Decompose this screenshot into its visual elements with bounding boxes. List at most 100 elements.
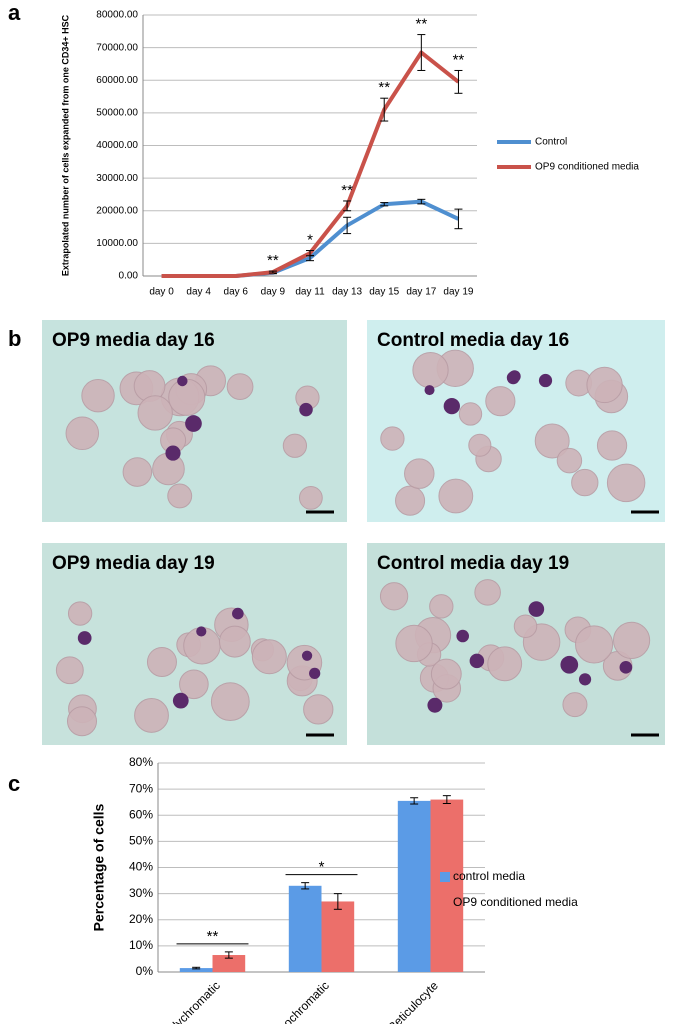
image-title: OP9 media day 19 (52, 553, 215, 574)
significance-label: * (307, 232, 313, 249)
cell (134, 698, 169, 733)
cell (395, 624, 433, 663)
cell (485, 386, 516, 417)
image-title: Control media day 16 (377, 330, 569, 351)
legend-label: Control (535, 137, 567, 148)
nucleated-cell (560, 655, 579, 674)
error-bar (306, 250, 314, 257)
error-bar (224, 951, 233, 959)
cell (575, 625, 614, 664)
cell (303, 694, 334, 725)
y-tick-label: 60000.00 (96, 75, 138, 86)
cell (251, 639, 287, 675)
panel-label: b (8, 326, 21, 351)
legend-label: control media (453, 869, 525, 883)
x-tick-label: Polychromatic (160, 978, 223, 1024)
cell (66, 706, 98, 737)
y-tick-label: 80000.00 (96, 10, 138, 21)
nucleated-cell (77, 631, 92, 645)
x-tick-label: Reticulocyte (385, 978, 441, 1024)
x-tick-label: day 19 (443, 287, 473, 298)
x-tick-label: day 15 (369, 287, 399, 298)
y-tick-label: 60% (129, 807, 153, 821)
nucleated-cell (619, 660, 633, 674)
panel-label: c (8, 771, 20, 796)
significance-label: ** (207, 928, 219, 945)
y-tick-label: 0% (136, 964, 154, 978)
bar (212, 955, 246, 972)
cell (474, 579, 501, 606)
significance-label: ** (378, 79, 390, 96)
cell (298, 485, 323, 510)
scale-bars (306, 510, 659, 737)
nucleated-cell (299, 402, 313, 417)
error-bar (343, 216, 352, 235)
nucleated-cell (427, 697, 443, 713)
cell (571, 468, 599, 497)
x-tick-label: Orthochromatic (264, 978, 332, 1024)
x-tick-label: day 11 (295, 287, 325, 298)
bar (179, 968, 213, 972)
cell (606, 463, 646, 503)
y-tick-label: 30000.00 (96, 173, 138, 184)
x-tick-label: day 13 (332, 287, 362, 298)
x-tick-label: day 0 (149, 287, 174, 298)
significance-label: ** (267, 252, 279, 269)
error-bar (417, 34, 426, 71)
cell (122, 457, 153, 487)
cell (65, 416, 100, 451)
panel-label: a (8, 0, 21, 25)
cell (596, 430, 628, 461)
x-tick-label: day 17 (406, 287, 436, 298)
error-bar (333, 893, 342, 910)
cell (168, 378, 206, 416)
error-bar (192, 966, 201, 970)
y-tick-label: 80% (129, 755, 153, 769)
cell (137, 395, 173, 431)
y-axis-title: Extrapolated number of cells expanded fr… (60, 14, 70, 276)
x-tick-label: day 6 (224, 287, 249, 298)
significance-label: ** (415, 16, 427, 33)
nucleated-cell (309, 667, 321, 679)
nucleated-cell (538, 373, 553, 388)
image-title: OP9 media day 16 (52, 330, 215, 351)
cell (379, 582, 409, 611)
nucleated-cell (424, 385, 435, 396)
cell (468, 433, 492, 457)
cell (562, 692, 588, 718)
error-bar (410, 797, 419, 805)
cell (67, 601, 93, 626)
cell (412, 351, 449, 389)
cell (487, 646, 523, 682)
legend-swatch (440, 872, 450, 882)
y-tick-label: 40% (129, 860, 153, 874)
nucleated-cell (232, 607, 244, 620)
y-tick-label: 50% (129, 834, 153, 848)
error-bar (380, 202, 389, 207)
cell (430, 658, 462, 690)
nucleated-cell (172, 692, 189, 709)
error-bar (454, 69, 463, 94)
nucleated-cell (469, 653, 485, 669)
cell (226, 373, 254, 401)
bar (288, 885, 322, 972)
cell (404, 458, 435, 489)
x-tick-label: day 9 (261, 287, 286, 298)
cell (210, 682, 250, 722)
y-tick-label: 20% (129, 912, 153, 926)
cell (167, 483, 193, 509)
legend-label: OP9 conditioned media (453, 895, 578, 909)
y-tick-label: 10% (129, 938, 153, 952)
nucleated-cell (301, 650, 313, 661)
nucleated-cell (196, 626, 207, 637)
x-tick-label: day 4 (186, 287, 211, 298)
error-bar (454, 208, 463, 230)
cell (438, 478, 474, 514)
y-tick-label: 70% (129, 781, 153, 795)
bar (397, 800, 431, 972)
cell (380, 426, 405, 451)
cell (556, 447, 583, 474)
nucleated-cell (528, 601, 545, 617)
cell (395, 485, 426, 516)
